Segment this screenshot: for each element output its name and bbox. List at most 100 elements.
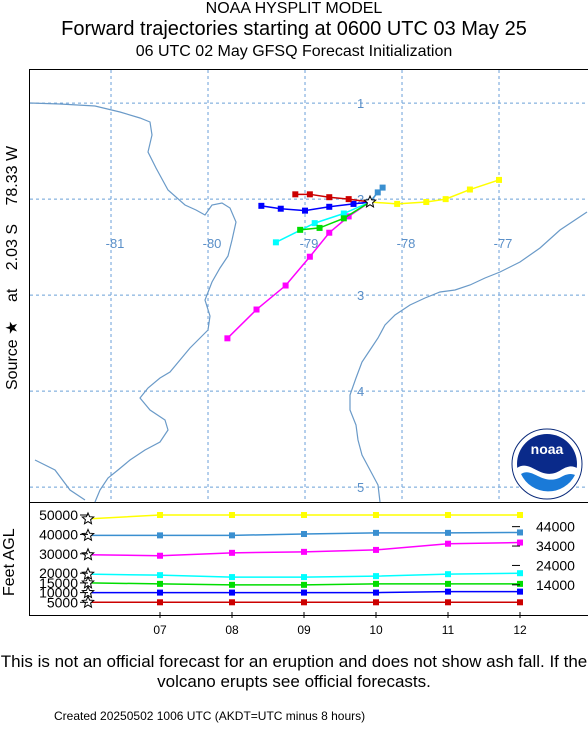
height-point	[445, 588, 451, 595]
right-tick-label: 24000	[536, 557, 575, 573]
trajectory-point	[258, 202, 265, 209]
map-grid	[30, 70, 587, 502]
left-tick-label: 20000	[39, 565, 78, 581]
height-point	[301, 599, 307, 606]
height-point	[445, 540, 451, 547]
time-tick-label: 12	[513, 623, 527, 637]
height-point	[157, 580, 163, 587]
trajectory-point	[326, 229, 333, 236]
title-line1: NOAA HYSPLIT MODEL	[205, 0, 383, 17]
trajectory-point	[423, 199, 430, 205]
lat-label: 3	[357, 288, 364, 303]
height-traces	[81, 511, 523, 609]
height-point	[157, 572, 163, 579]
height-point	[157, 589, 163, 596]
right-tick-label: 34000	[536, 538, 575, 554]
trajectory-point	[340, 210, 347, 217]
trajectory-point	[311, 220, 318, 227]
height-point	[373, 580, 379, 587]
trajectory-point	[292, 191, 299, 198]
height-point	[301, 548, 307, 555]
trajectory-point	[282, 282, 289, 289]
height-point	[517, 512, 523, 518]
trajectory-point	[316, 224, 323, 231]
height-point	[157, 512, 163, 518]
map-labels: -81 -80 -79 -78 -77 1 2 3 4 5	[106, 96, 513, 495]
trajectory-point	[302, 207, 309, 214]
height-source-star-icon	[81, 511, 95, 525]
trajectory-line	[226, 201, 371, 339]
time-tick-label: 09	[297, 623, 311, 637]
height-panel	[29, 503, 588, 616]
logo-text: noaa	[531, 441, 564, 457]
trajectory-point	[340, 215, 347, 222]
height-point	[373, 599, 379, 606]
right-tick-label: 44000	[536, 519, 575, 535]
trajectory-point	[350, 200, 357, 207]
height-point	[373, 512, 379, 518]
time-tick-label: 07	[153, 623, 167, 637]
height-point	[229, 512, 235, 518]
left-tick-label: 5000	[47, 594, 78, 610]
height-point	[229, 532, 235, 539]
created-timestamp: Created 20250502 1006 UTC (AKDT=UTC minu…	[54, 709, 366, 723]
height-point	[517, 570, 523, 577]
trajectory-point	[306, 191, 313, 198]
trajectory-point	[374, 189, 381, 196]
trajectory-point	[345, 213, 352, 220]
height-point	[229, 574, 235, 581]
trajectory-point	[306, 253, 313, 260]
trajectory-point	[272, 239, 279, 246]
trajectory-point	[297, 226, 304, 233]
time-tick-label: 08	[225, 623, 239, 637]
trajectory-point	[466, 186, 473, 193]
height-point	[517, 539, 523, 546]
trajectory-point	[326, 194, 333, 201]
trajectory-line	[369, 179, 500, 205]
disclaimer: This is not an official forecast for an …	[0, 652, 588, 691]
lat-label: 2	[357, 192, 364, 207]
lat-label: 4	[357, 384, 364, 399]
height-point	[301, 531, 307, 538]
lon-label: -79	[300, 236, 319, 251]
height-point	[301, 574, 307, 581]
trajectories	[224, 176, 503, 342]
height-point	[517, 599, 523, 606]
height-point	[517, 529, 523, 536]
coastline	[29, 102, 588, 503]
title-line3: 06 UTC 02 May GFSQ Forecast Initializati…	[135, 43, 453, 60]
height-point	[301, 581, 307, 588]
height-point	[445, 580, 451, 587]
left-tick-label: 50000	[39, 507, 78, 523]
height-point	[301, 512, 307, 518]
lon-label: -77	[494, 236, 513, 251]
height-point	[301, 589, 307, 596]
height-point	[157, 532, 163, 539]
trajectory-point	[394, 200, 401, 207]
trajectory-point	[326, 203, 333, 210]
height-point	[229, 589, 235, 596]
height-point	[373, 529, 379, 536]
height-point	[229, 549, 235, 556]
noaa-logo-icon: noaa	[511, 428, 583, 500]
height-source-star-icon	[81, 595, 95, 609]
trajectory-point	[277, 205, 284, 212]
time-tick-label: 10	[369, 623, 383, 637]
coast-line-east	[349, 211, 588, 503]
source-star-icon	[363, 194, 377, 208]
coast-line-west	[29, 102, 237, 503]
right-tick-label: 14000	[536, 577, 575, 593]
height-point	[157, 552, 163, 559]
lat-label: 5	[357, 480, 364, 495]
height-point	[229, 581, 235, 588]
height-point	[373, 546, 379, 553]
lon-label: -80	[203, 236, 222, 251]
height-point	[373, 573, 379, 580]
trajectory-point	[379, 184, 386, 191]
trajectory-line	[275, 201, 371, 243]
height-point	[445, 599, 451, 606]
trajectory-point	[345, 196, 352, 203]
height-point	[373, 589, 379, 596]
